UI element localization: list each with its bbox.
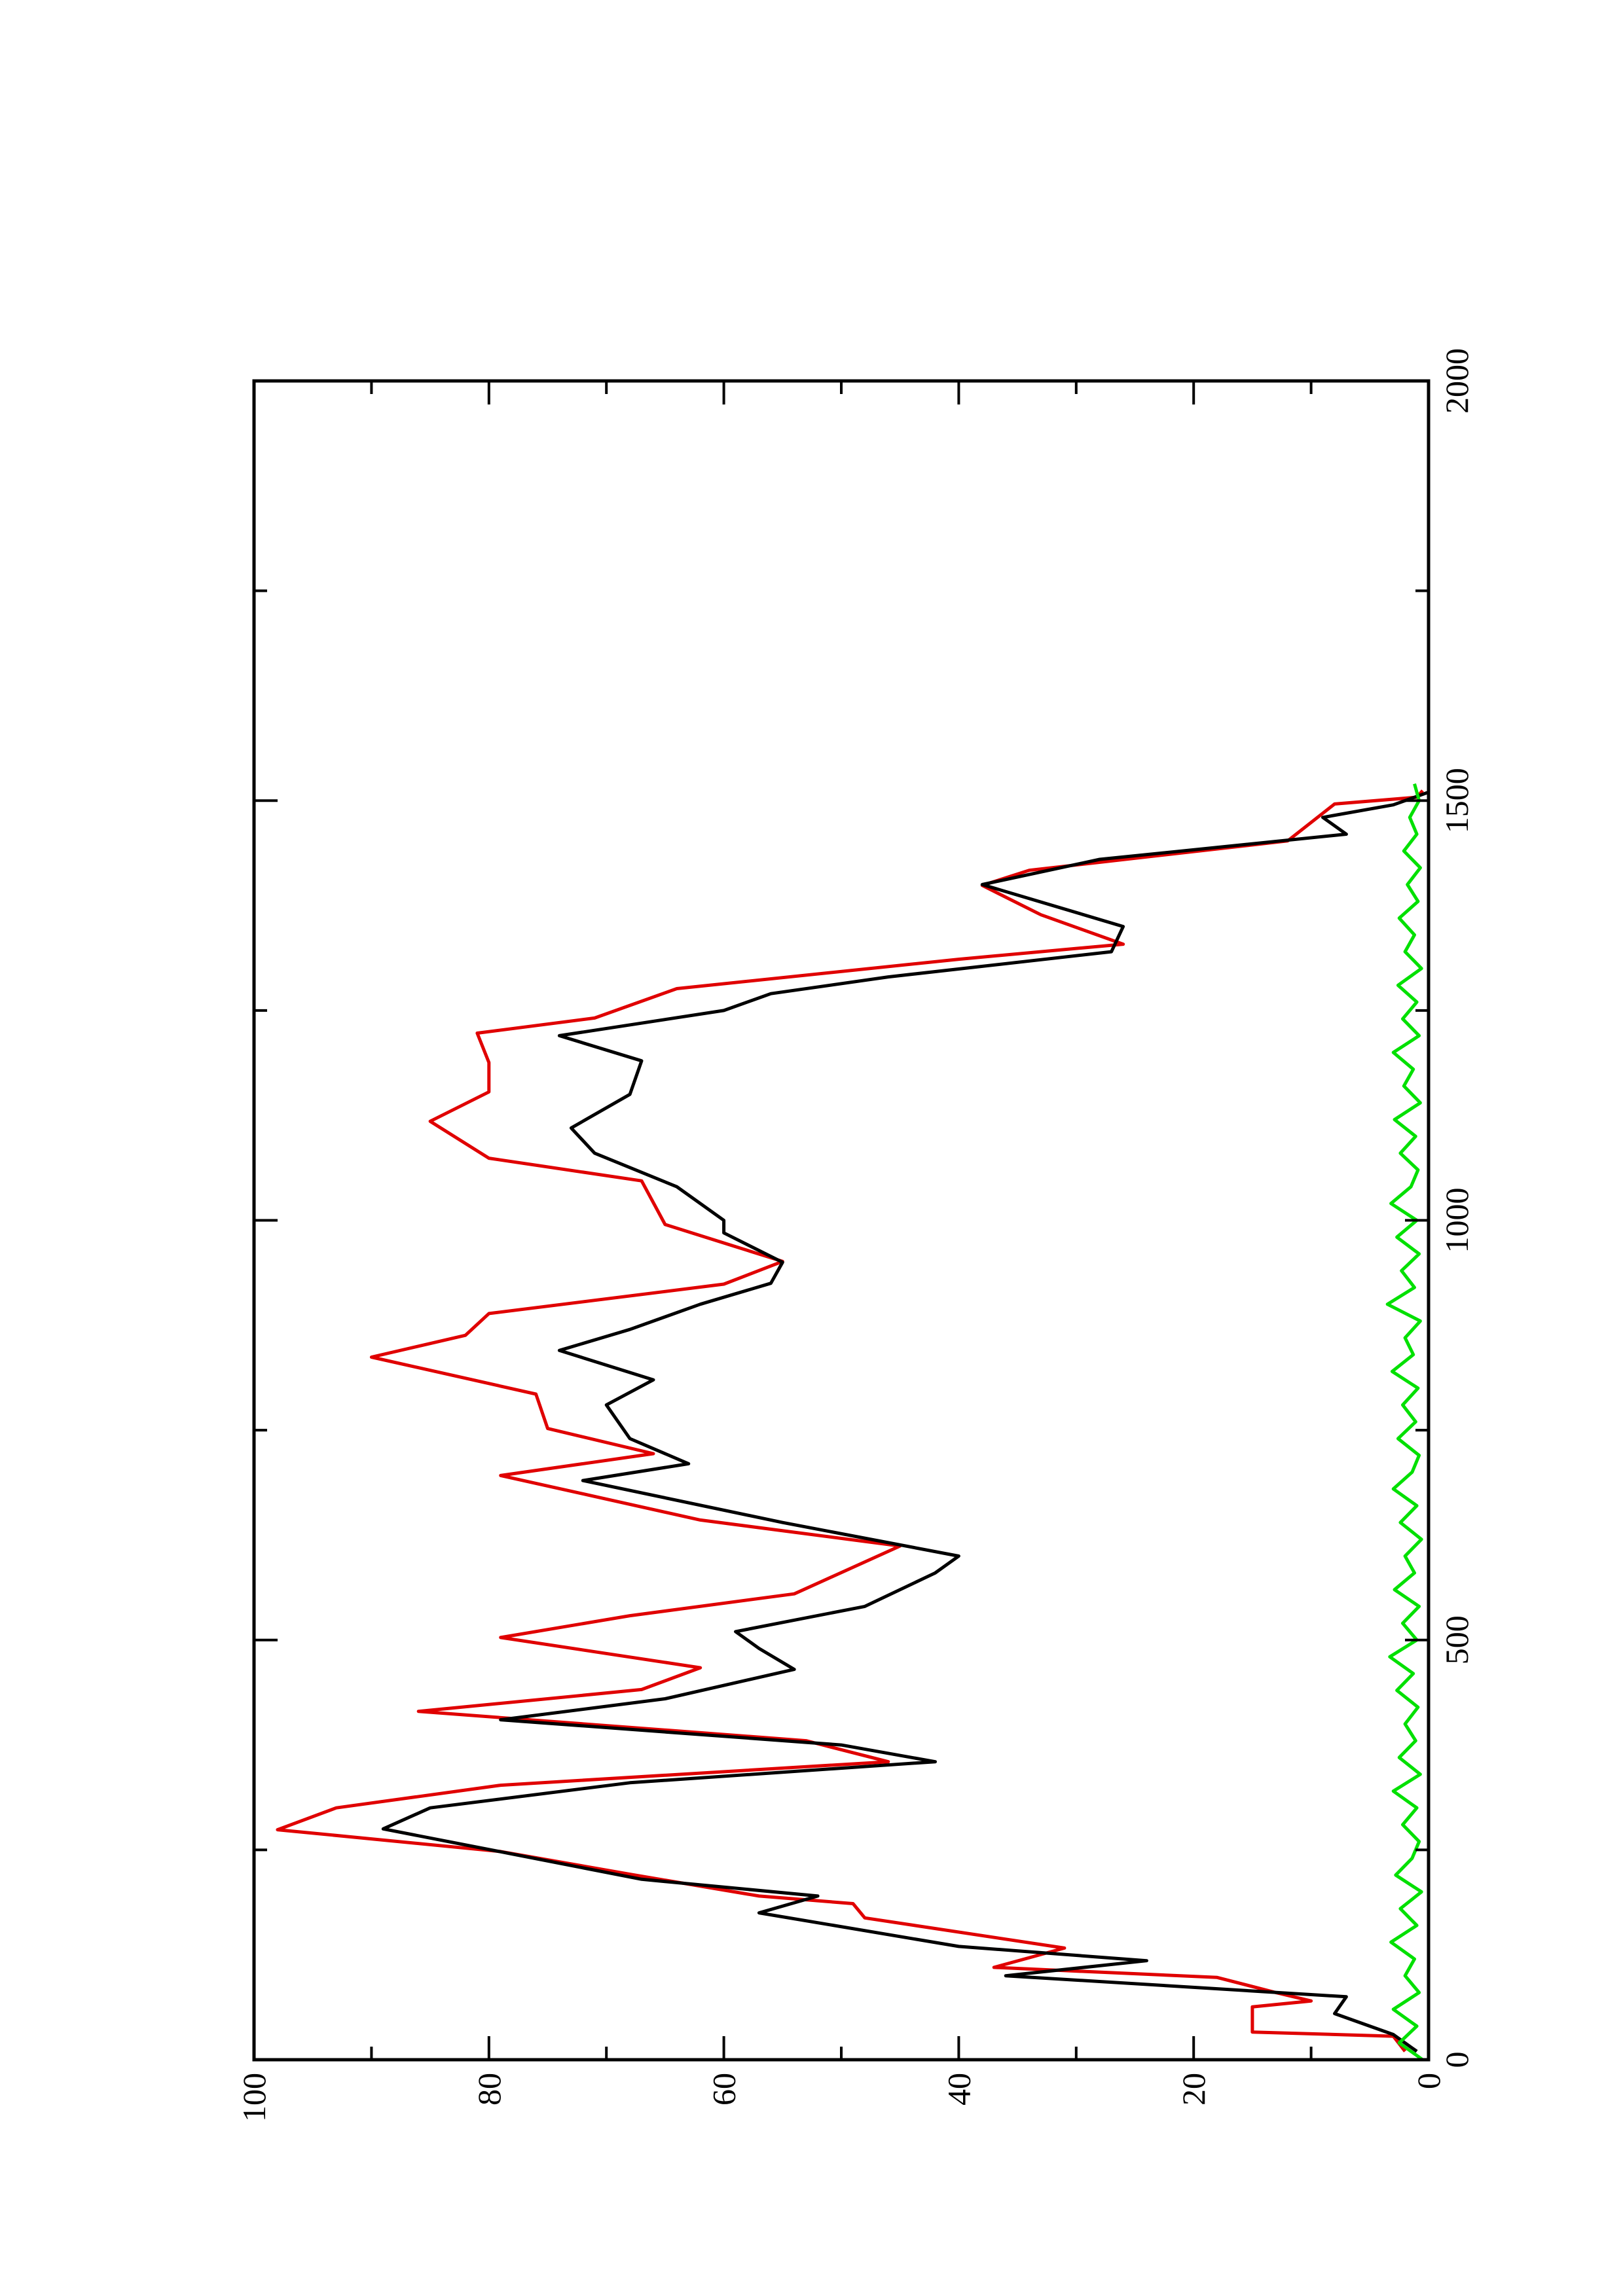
y-tick-label: 60 [706, 2073, 742, 2106]
data-line [276, 789, 1424, 2053]
x-tick-label: 500 [1438, 1615, 1475, 1664]
data-line [1385, 783, 1424, 2062]
plot-area: 0 500 1000 1500 2000 0 20 40 60 80 100 [236, 348, 1475, 2122]
y-tick-label: 100 [236, 2073, 272, 2122]
data-line [381, 791, 1429, 2053]
x-tick-label: 2000 [1438, 348, 1475, 414]
y-tick-label: 0 [1410, 2073, 1447, 2089]
y-tick-label: 20 [1175, 2073, 1212, 2106]
x-tick-label: 0 [1438, 2052, 1475, 2068]
x-tick-label: 1000 [1438, 1188, 1475, 1253]
y-tick-label: 40 [940, 2073, 977, 2106]
x-tick-label: 1500 [1438, 768, 1475, 833]
y-tick-label: 80 [471, 2073, 507, 2106]
